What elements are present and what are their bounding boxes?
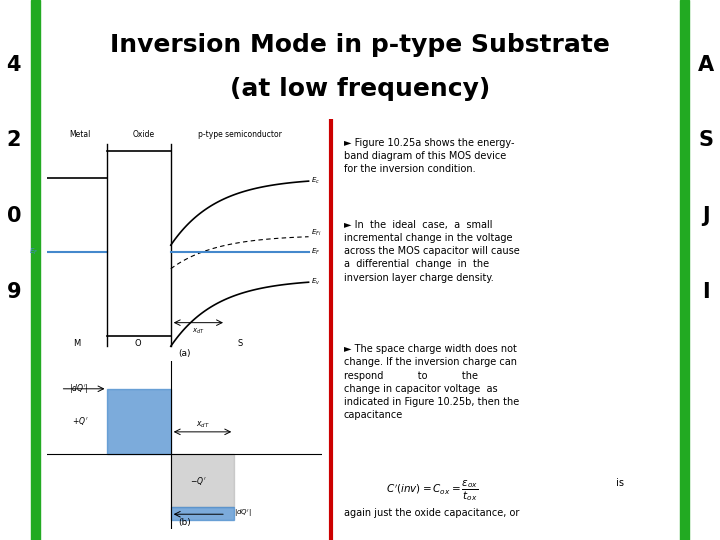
Bar (31, 0, 40, 540)
Bar (107, 389, 171, 454)
Text: again just the oxide capacitance, or: again just the oxide capacitance, or (344, 509, 519, 518)
Text: $E_{Fi}$: $E_{Fi}$ (311, 228, 322, 239)
Text: A: A (698, 55, 714, 75)
Text: $-Q^{\prime}$: $-Q^{\prime}$ (190, 475, 207, 487)
Text: 0: 0 (6, 206, 21, 226)
Text: $|dQ^{\prime}|$: $|dQ^{\prime}|$ (68, 382, 88, 395)
Text: $E_v$: $E_v$ (311, 277, 320, 287)
Text: Metal: Metal (69, 130, 91, 139)
Text: ► In  the  ideal  case,  a  small
incremental change in the voltage
across the M: ► In the ideal case, a small incremental… (344, 220, 520, 282)
Text: M: M (73, 339, 81, 348)
Text: 2: 2 (6, 130, 21, 151)
Text: (b): (b) (178, 518, 191, 528)
Text: 9: 9 (6, 281, 21, 302)
Text: is: is (613, 478, 624, 488)
Bar (171, 454, 234, 507)
Text: Inversion Mode in p-type Substrate: Inversion Mode in p-type Substrate (110, 33, 610, 57)
Text: $E_c$: $E_c$ (311, 176, 320, 186)
Text: $x_{dT}$: $x_{dT}$ (196, 419, 210, 430)
Text: O: O (135, 339, 141, 348)
Text: S: S (237, 339, 243, 348)
Text: 4: 4 (6, 55, 21, 75)
Text: (a): (a) (179, 349, 191, 359)
Text: I: I (702, 281, 710, 302)
Text: Oxide: Oxide (132, 130, 154, 139)
Text: $C'(inv) = C_{ox} = \dfrac{\varepsilon_{ox}}{t_{ox}}$: $C'(inv) = C_{ox} = \dfrac{\varepsilon_{… (386, 478, 478, 503)
Text: $x_{dT}$: $x_{dT}$ (192, 327, 204, 336)
Text: $|dQ^{\prime}|$: $|dQ^{\prime}|$ (234, 508, 252, 520)
Text: S: S (698, 130, 714, 151)
Text: $+Q^{\prime}$: $+Q^{\prime}$ (72, 415, 88, 427)
Bar (680, 0, 689, 540)
Text: $E_F$: $E_F$ (30, 247, 39, 257)
Text: (at low frequency): (at low frequency) (230, 77, 490, 101)
Text: $E_F$: $E_F$ (311, 247, 320, 257)
Text: J: J (702, 206, 710, 226)
Text: ► Figure 10.25a shows the energy-
band diagram of this MOS device
for the invers: ► Figure 10.25a shows the energy- band d… (344, 138, 515, 174)
Text: ► The space charge width does not
change. If the inversion charge can
respond   : ► The space charge width does not change… (344, 344, 519, 420)
Bar (171, 507, 234, 520)
Text: p-type semiconductor: p-type semiconductor (198, 130, 282, 139)
